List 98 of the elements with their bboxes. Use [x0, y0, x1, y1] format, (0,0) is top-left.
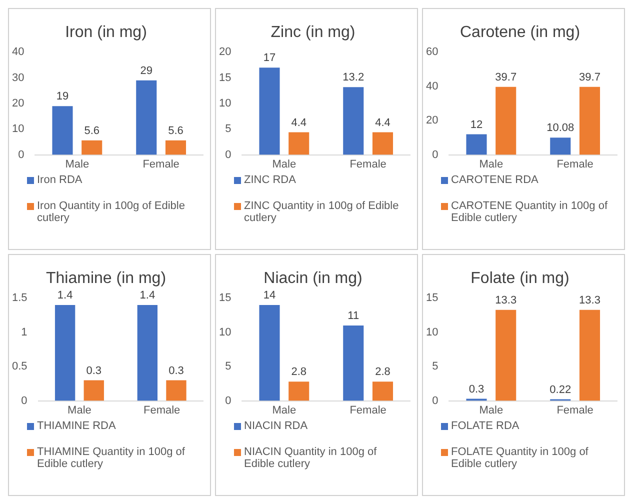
legend-label: NIACIN Quantity in 100g of Edible cutlery: [244, 446, 378, 470]
bar: [343, 87, 364, 155]
legend-label: CAROTENE RDA: [451, 174, 538, 186]
legend-label: ZINC RDA: [244, 174, 296, 186]
data-label: 5.6: [168, 124, 184, 137]
y-tick-label: 5: [225, 123, 232, 136]
y-tick-label: 20: [12, 98, 24, 110]
y-tick-label: 5: [225, 360, 232, 373]
y-tick-label: 10: [218, 98, 232, 110]
y-tick-label: 0.5: [12, 360, 28, 373]
y-tick-label: 10: [218, 326, 232, 338]
legend-label: Iron RDA: [37, 174, 82, 186]
chart-title: Carotene (in mg): [460, 24, 580, 42]
data-label: 0.3: [168, 364, 184, 377]
bar: [259, 305, 280, 401]
y-tick-label: 15: [426, 292, 438, 304]
y-tick-label: 20: [426, 114, 438, 127]
data-label: 19: [56, 90, 69, 103]
x-tick-label: Female: [143, 404, 180, 416]
x-tick-label: Male: [479, 158, 504, 170]
data-label: 1.4: [57, 290, 73, 302]
legend-label: FOLATE Quantity in 100g of Edible cutlery: [451, 446, 590, 470]
data-label: 17: [263, 52, 276, 64]
bar: [579, 86, 600, 155]
data-label: 39.7: [495, 71, 517, 84]
chart-title: Niacin (in mg): [264, 270, 362, 288]
y-tick-label: 20: [218, 46, 232, 58]
y-tick-label: 10: [426, 326, 438, 338]
y-tick-label: 0: [21, 394, 28, 407]
data-label: 2.8: [291, 366, 307, 378]
chart-title: Folate (in mg): [470, 270, 570, 288]
y-tick-label: 0: [432, 148, 438, 161]
legend-label: THIAMINE Quantity in 100g of Edible cutlery: [37, 446, 186, 470]
data-label: 0.3: [86, 364, 102, 377]
y-tick-label: 40: [426, 80, 438, 92]
bar: [343, 326, 364, 401]
data-label: 2.8: [375, 366, 390, 378]
y-tick-label: 5: [432, 360, 438, 373]
data-label: 4.4: [291, 116, 307, 129]
bar: [372, 132, 394, 155]
bar: [82, 140, 102, 155]
legend-label: FOLATE RDA: [451, 420, 520, 432]
bar: [259, 68, 280, 155]
y-tick-label: 1: [21, 326, 28, 338]
x-tick-label: Female: [556, 404, 594, 416]
x-tick-label: Male: [272, 158, 296, 170]
bar: [496, 310, 516, 401]
data-label: 13.3: [579, 294, 600, 306]
legend-label: NIACIN RDA: [244, 420, 308, 432]
chart-title: Thiamine (in mg): [46, 270, 166, 288]
chart-title: Zinc (in mg): [270, 24, 356, 42]
x-tick-label: Male: [68, 404, 92, 416]
bar: [466, 134, 487, 155]
y-tick-label: 0: [432, 394, 438, 407]
legend-label: CAROTENE Quantity in 100g of Edible cutlery: [451, 200, 609, 224]
y-tick-label: 10: [12, 123, 24, 136]
bar: [288, 132, 310, 155]
bar: [165, 140, 186, 155]
chart-title: Iron (in mg): [65, 24, 147, 42]
y-tick-label: 60: [426, 46, 438, 58]
data-label: 14: [263, 290, 276, 302]
y-tick-label: 30: [12, 72, 24, 84]
legend-label: ZINC Quantity in 100g of Edible cutlery: [244, 200, 400, 224]
data-label: 13.3: [495, 294, 517, 306]
data-label: 5.6: [84, 124, 100, 137]
data-label: 1.4: [140, 290, 156, 302]
legend-label: THIAMINE RDA: [37, 420, 116, 432]
x-tick-label: Male: [272, 404, 296, 416]
data-label: 11: [348, 310, 360, 322]
data-label: 0.22: [550, 384, 572, 396]
legend-label: Iron Quantity in 100g of Edible cutlery: [37, 200, 186, 224]
x-tick-label: Female: [556, 158, 594, 170]
x-tick-label: Male: [65, 158, 90, 170]
y-tick-label: 15: [218, 72, 232, 84]
bar: [52, 106, 73, 155]
bar: [579, 310, 600, 401]
bar: [288, 382, 310, 401]
bar: [496, 86, 516, 155]
x-tick-label: Female: [350, 158, 386, 170]
data-label: 29: [140, 64, 153, 77]
bar: [136, 80, 157, 155]
data-label: 39.7: [579, 71, 600, 84]
data-label: 13.2: [342, 72, 364, 84]
bar: [550, 138, 571, 155]
data-label: 4.4: [375, 116, 390, 129]
bar: [372, 382, 394, 401]
data-label: 0.3: [468, 383, 484, 396]
y-tick-label: 40: [12, 46, 24, 58]
y-tick-label: 0: [18, 148, 24, 161]
y-tick-label: 0: [225, 394, 232, 407]
y-tick-label: 15: [218, 292, 232, 304]
data-label: 10.08: [546, 122, 574, 134]
x-tick-label: Female: [350, 404, 386, 416]
y-tick-label: 0: [225, 148, 232, 161]
y-tick-label: 1.5: [12, 292, 28, 304]
data-label: 12: [470, 118, 483, 131]
x-tick-label: Male: [479, 404, 504, 416]
x-tick-label: Female: [142, 158, 180, 170]
